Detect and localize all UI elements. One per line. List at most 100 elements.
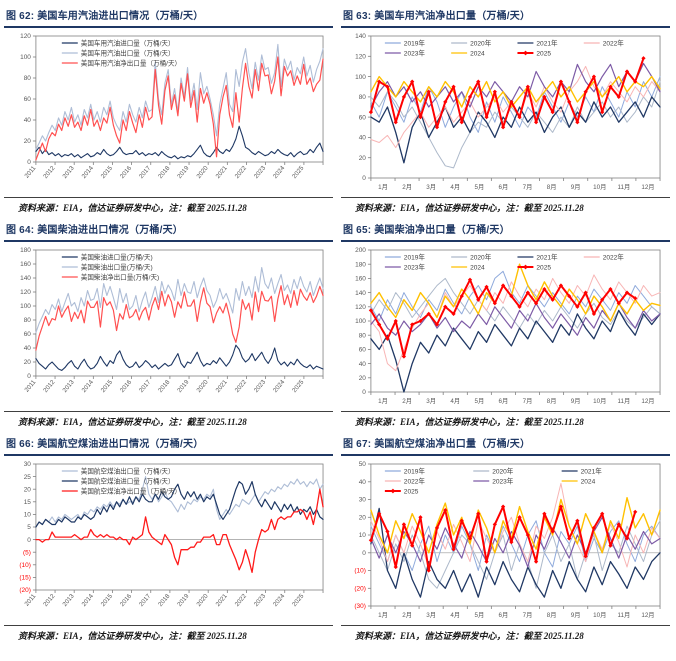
svg-text:9月: 9月 — [571, 183, 581, 191]
svg-text:2024: 2024 — [470, 264, 485, 271]
svg-text:2022年: 2022年 — [603, 252, 625, 261]
svg-text:10月: 10月 — [593, 183, 606, 191]
svg-text:2022年: 2022年 — [603, 38, 625, 47]
svg-text:100: 100 — [20, 303, 31, 310]
svg-text:20: 20 — [24, 138, 32, 145]
svg-text:2013: 2013 — [61, 378, 76, 394]
svg-text:(5): (5) — [23, 549, 31, 556]
figures-grid: 图 62: 美国车用汽油进出口情况（万桶/天） 0 20 40 60 80 100 120 2… — [4, 11, 670, 644]
svg-text:8月: 8月 — [547, 183, 557, 191]
figure-65-title: 图 65: 美国柴油净出口量（万桶/天） — [341, 218, 670, 242]
svg-text:1月: 1月 — [378, 611, 388, 619]
figure-67-title: 图 67: 美国航空煤油净出口量（万桶/天） — [341, 432, 670, 456]
figure-63-chart: 0 20 40 60 80 100 120 140 1月 2月 3月 4月 5月 6月 7月 8月 9月 10月 1… — [355, 33, 661, 191]
svg-text:12月: 12月 — [641, 611, 654, 619]
svg-text:100: 100 — [355, 74, 366, 81]
svg-text:80: 80 — [359, 332, 367, 339]
svg-text:2021年: 2021年 — [536, 38, 558, 47]
svg-text:0: 0 — [362, 550, 366, 557]
svg-text:5月: 5月 — [474, 611, 484, 619]
svg-text:0: 0 — [27, 373, 31, 380]
figure-65-chart: 0 20 40 60 80 100 120 140 160 180 200 1月 2月 3月 4月 5月 6月 7… — [355, 247, 661, 405]
svg-text:2021: 2021 — [215, 592, 230, 608]
svg-text:2017: 2017 — [138, 164, 153, 180]
svg-text:2016: 2016 — [119, 378, 134, 394]
svg-text:2019: 2019 — [176, 164, 191, 180]
svg-text:7月: 7月 — [523, 397, 533, 405]
svg-text:2016: 2016 — [119, 592, 134, 608]
svg-text:6月: 6月 — [499, 611, 509, 619]
svg-text:(20): (20) — [354, 585, 366, 592]
svg-text:2023: 2023 — [253, 164, 268, 180]
figure-67: 图 67: 美国航空煤油净出口量（万桶/天） (30) (20) (10) 0 10 20… — [341, 432, 670, 644]
svg-text:40: 40 — [24, 117, 32, 124]
figure-62-source: 资料来源：EIA，信达证券研发中心，注：截至 2025.11.28 — [4, 197, 333, 216]
svg-text:5: 5 — [27, 524, 31, 531]
svg-text:30: 30 — [359, 497, 367, 504]
svg-text:120: 120 — [20, 33, 31, 40]
figure-66-source: 资料来源：EIA，信达证券研发中心，注：截至 2025.11.28 — [4, 625, 333, 644]
svg-text:9月: 9月 — [571, 397, 581, 405]
svg-text:2025: 2025 — [291, 164, 306, 180]
svg-text:2024: 2024 — [470, 50, 485, 57]
svg-text:2025: 2025 — [536, 50, 551, 57]
svg-text:2020: 2020 — [195, 592, 210, 608]
svg-text:160: 160 — [355, 276, 366, 283]
svg-text:美国车用汽油出口量（万桶/天）: 美国车用汽油出口量（万桶/天） — [81, 48, 175, 57]
svg-text:30: 30 — [24, 461, 32, 468]
svg-text:60: 60 — [359, 347, 367, 354]
svg-text:1月: 1月 — [378, 183, 388, 191]
figure-64-chart: 0 20 40 60 80 100 120 140 160 180 2011 2012 2013 2014… — [20, 247, 324, 394]
svg-text:2021年: 2021年 — [581, 466, 603, 475]
figure-66: 图 66: 美国航空煤油进出口情况（万桶/天） (20) (15) (10) (5) 0… — [4, 432, 333, 644]
svg-text:2020: 2020 — [195, 378, 210, 394]
svg-text:40: 40 — [359, 479, 367, 486]
svg-text:0: 0 — [362, 175, 366, 182]
svg-text:5月: 5月 — [474, 183, 484, 191]
svg-text:11月: 11月 — [618, 397, 631, 405]
svg-text:15: 15 — [24, 499, 32, 506]
svg-text:2015: 2015 — [100, 592, 115, 608]
svg-text:3月: 3月 — [426, 397, 436, 405]
svg-text:10月: 10月 — [593, 611, 606, 619]
svg-text:7月: 7月 — [523, 611, 533, 619]
svg-text:6月: 6月 — [499, 183, 509, 191]
svg-text:40: 40 — [359, 135, 367, 142]
svg-text:60: 60 — [24, 96, 32, 103]
svg-text:2016: 2016 — [119, 164, 134, 180]
figure-66-title: 图 66: 美国航空煤油进出口情况（万桶/天） — [4, 432, 333, 456]
svg-text:2015: 2015 — [100, 378, 115, 394]
svg-text:20: 20 — [359, 375, 367, 382]
svg-text:(30): (30) — [354, 603, 366, 610]
svg-text:2023: 2023 — [253, 378, 268, 394]
svg-text:2022: 2022 — [234, 378, 249, 394]
svg-text:2019: 2019 — [176, 592, 191, 608]
svg-text:2020年: 2020年 — [470, 38, 492, 47]
svg-text:2011: 2011 — [23, 592, 37, 607]
svg-text:4月: 4月 — [450, 611, 460, 619]
svg-text:2022: 2022 — [234, 592, 249, 608]
svg-text:10月: 10月 — [593, 397, 606, 405]
svg-text:10: 10 — [359, 532, 367, 539]
figure-67-chart: (30) (20) (10) 0 10 20 30 40 50 1月 2月 3月 4月 5月 6月 7月 8月 9… — [354, 461, 661, 619]
svg-text:2011: 2011 — [23, 164, 37, 179]
svg-text:60: 60 — [24, 331, 32, 338]
svg-text:10: 10 — [24, 512, 32, 519]
svg-text:20: 20 — [24, 359, 32, 366]
svg-text:12月: 12月 — [641, 397, 654, 405]
svg-text:100: 100 — [20, 54, 31, 61]
svg-text:1月: 1月 — [378, 397, 388, 405]
svg-text:2013: 2013 — [61, 592, 76, 608]
svg-text:2020: 2020 — [195, 164, 210, 180]
svg-text:2015: 2015 — [100, 164, 115, 180]
figure-65: 图 65: 美国柴油净出口量（万桶/天） 0 20 40 60 80 100 120 140 1… — [341, 218, 670, 430]
svg-text:(20): (20) — [19, 587, 31, 594]
svg-text:2022: 2022 — [234, 164, 249, 180]
svg-text:2021: 2021 — [215, 378, 230, 394]
svg-text:20: 20 — [24, 486, 32, 493]
svg-text:2025: 2025 — [404, 488, 419, 495]
svg-text:美国车用汽油净出口量（万桶/天）: 美国车用汽油净出口量（万桶/天） — [81, 58, 181, 67]
svg-text:180: 180 — [20, 247, 31, 254]
svg-text:2017: 2017 — [138, 592, 153, 608]
